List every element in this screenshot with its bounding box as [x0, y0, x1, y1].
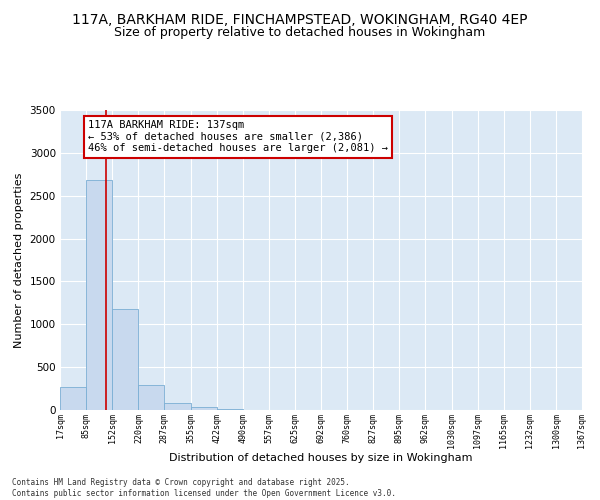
Text: Size of property relative to detached houses in Wokingham: Size of property relative to detached ho… — [115, 26, 485, 39]
Text: 117A, BARKHAM RIDE, FINCHAMPSTEAD, WOKINGHAM, RG40 4EP: 117A, BARKHAM RIDE, FINCHAMPSTEAD, WOKIN… — [72, 12, 528, 26]
Bar — [60, 387, 86, 410]
Bar — [112, 309, 139, 410]
Bar — [86, 180, 112, 410]
Bar — [139, 384, 164, 410]
Bar — [164, 402, 191, 410]
Bar — [217, 408, 243, 410]
Text: Contains HM Land Registry data © Crown copyright and database right 2025.
Contai: Contains HM Land Registry data © Crown c… — [12, 478, 396, 498]
Y-axis label: Number of detached properties: Number of detached properties — [14, 172, 24, 348]
X-axis label: Distribution of detached houses by size in Wokingham: Distribution of detached houses by size … — [169, 454, 473, 464]
Text: 117A BARKHAM RIDE: 137sqm
← 53% of detached houses are smaller (2,386)
46% of se: 117A BARKHAM RIDE: 137sqm ← 53% of detac… — [88, 120, 388, 154]
Bar — [191, 407, 217, 410]
